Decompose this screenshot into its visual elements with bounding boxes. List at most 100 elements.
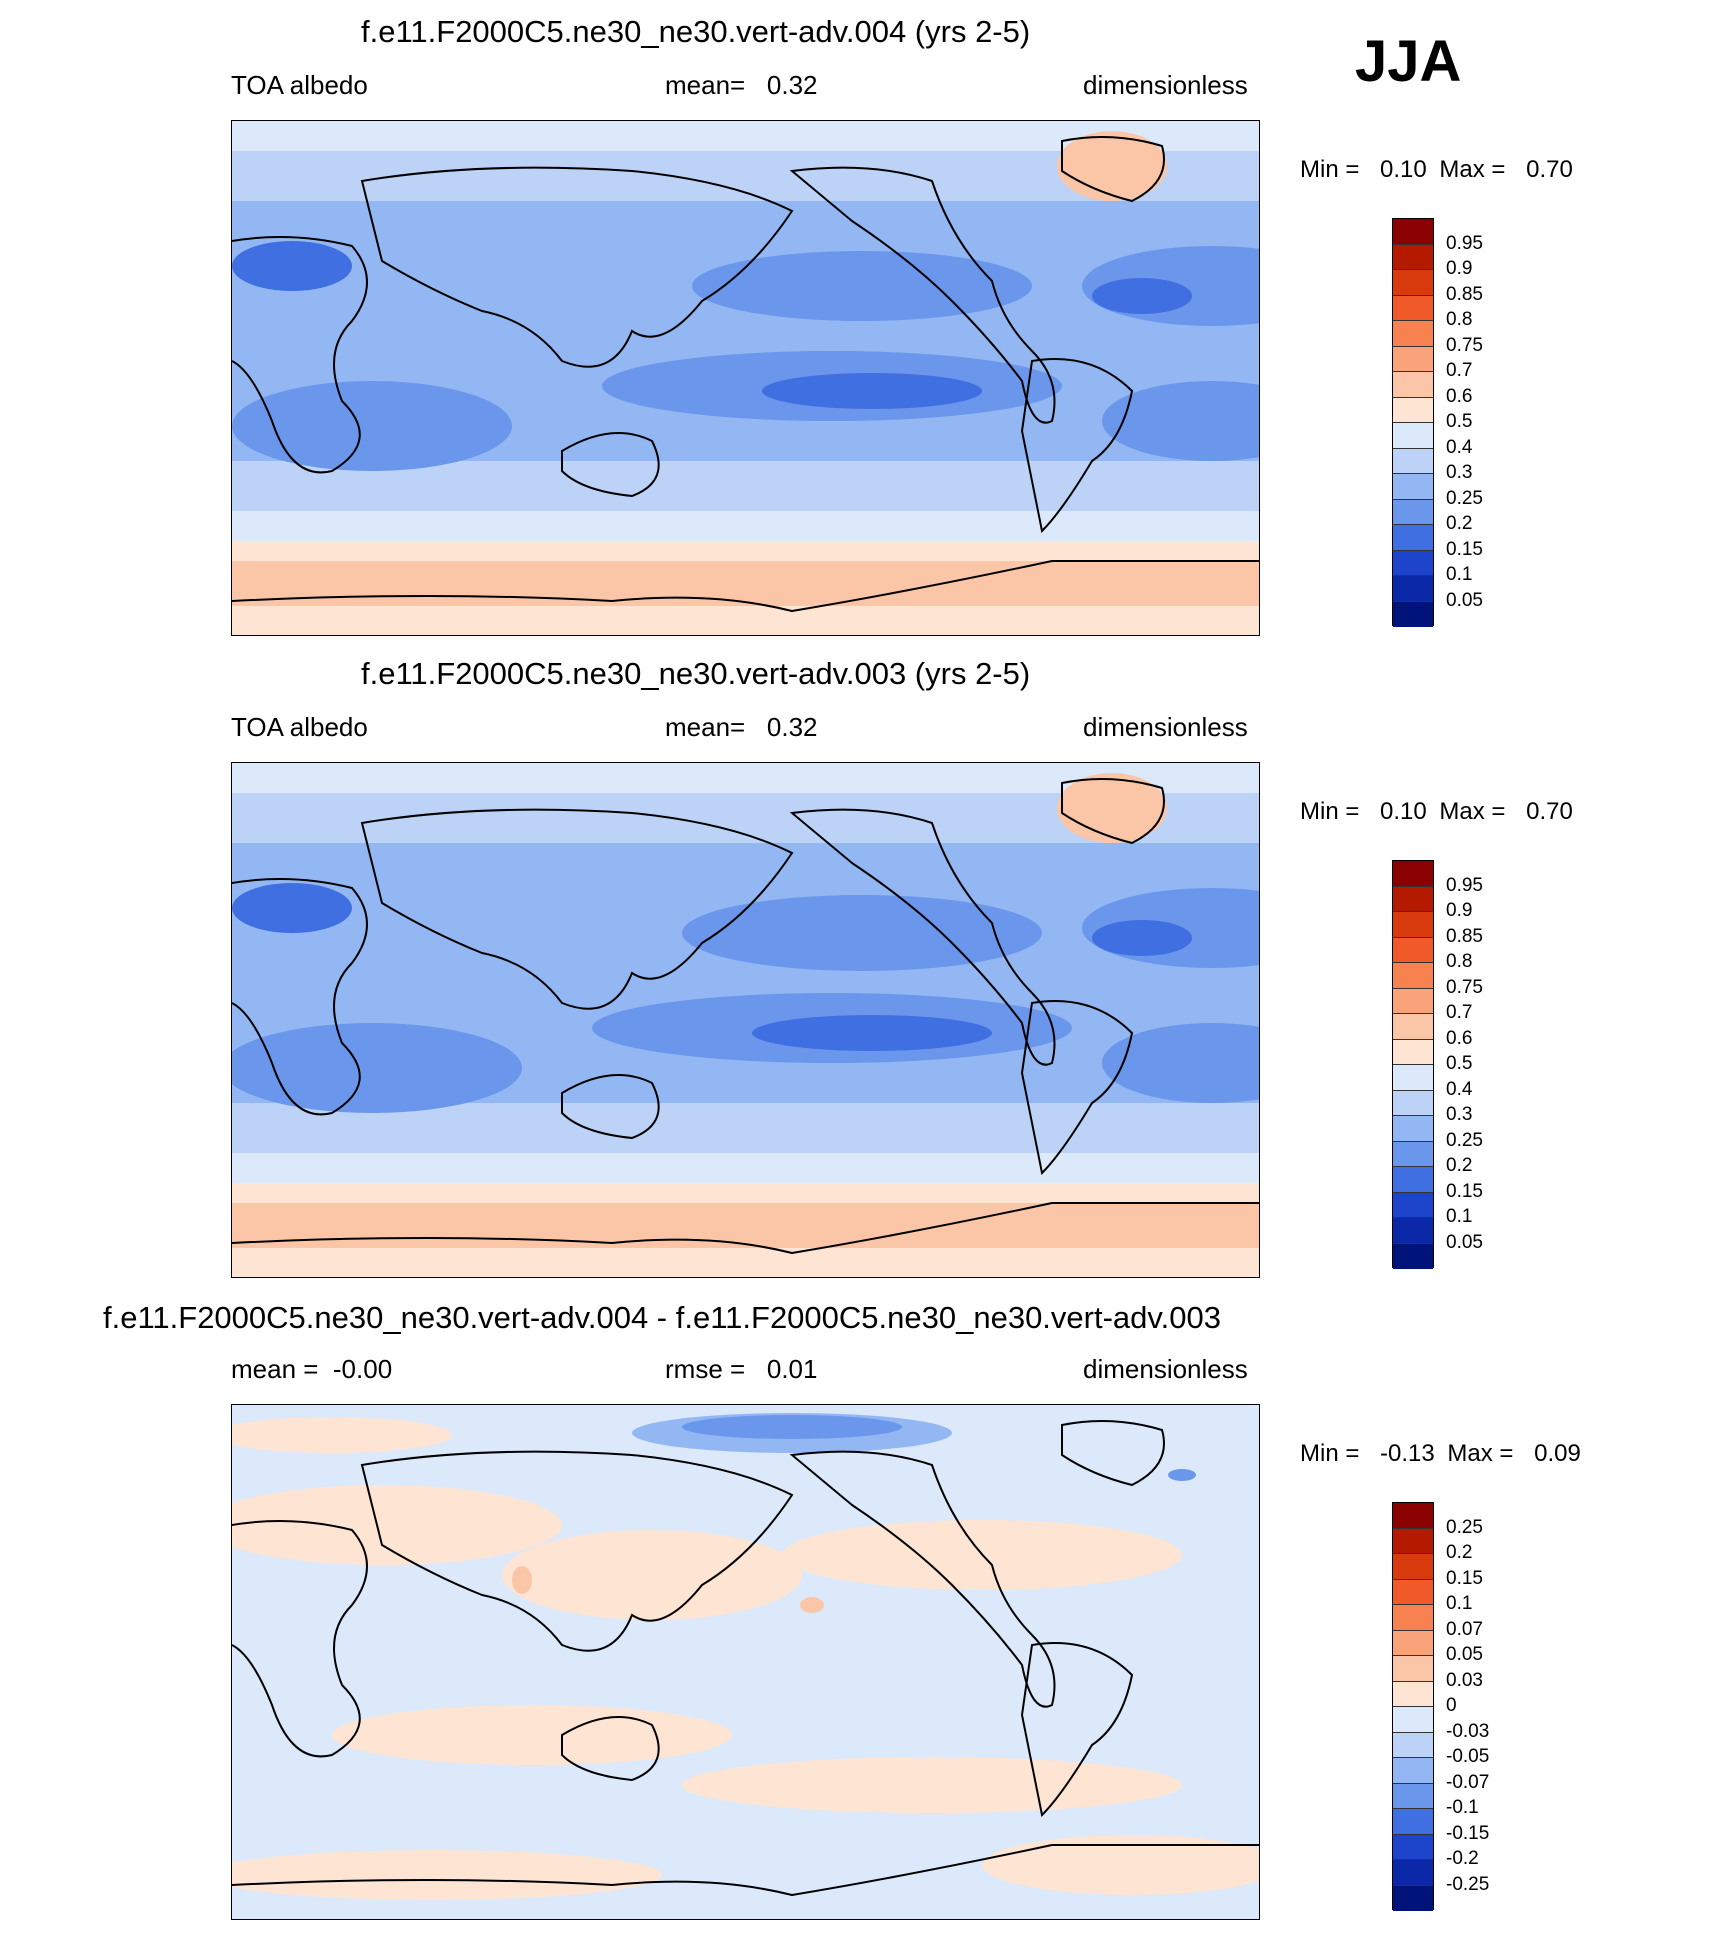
colorbar-segment — [1393, 1503, 1433, 1529]
colorbar-tick-label: -0.07 — [1446, 1771, 1490, 1793]
colorbar-tick-label: 0.5 — [1446, 1053, 1473, 1074]
panel-3-map — [231, 1404, 1260, 1920]
colorbar-segment — [1393, 988, 1433, 1014]
colorbar-tick-label: 0.2 — [1446, 513, 1473, 534]
panel-1-units: dimensionless — [1083, 70, 1248, 100]
panel-2-min-value: 0.10 — [1380, 798, 1427, 825]
panel-1-min-value: 0.10 — [1380, 156, 1427, 183]
colorbar-tick-label: 0.25 — [1446, 1129, 1483, 1151]
colorbar-segment — [1393, 861, 1433, 887]
panel-3-mean: mean = -0.00 — [231, 1354, 393, 1384]
panel-3-max-label: Max = — [1447, 1440, 1514, 1467]
panel-1-map — [231, 120, 1260, 636]
panel-3-title: f.e11.F2000C5.ne30_ne30.vert-adv.004 - f… — [103, 1300, 1221, 1335]
colorbar-segment — [1393, 1732, 1433, 1758]
colorbar-segment — [1393, 1605, 1433, 1631]
colorbar-tick-label: 0.15 — [1446, 1567, 1483, 1589]
colorbar-tick-label: 0.07 — [1446, 1618, 1483, 1640]
panel-3-colorbar — [1392, 1502, 1434, 1911]
colorbar-tick-label: 0.9 — [1446, 258, 1473, 279]
colorbar-segment — [1393, 1243, 1433, 1269]
panel-2-min-label: Min = — [1300, 798, 1360, 825]
panel-2-colorbar — [1392, 860, 1434, 1269]
colorbar-tick-label: -0.1 — [1446, 1797, 1479, 1818]
colorbar-tick-label: 0.05 — [1446, 589, 1483, 611]
colorbar-segment — [1393, 219, 1433, 245]
panel-3-minmax: Min = -0.13 Max = 0.09 — [1300, 1440, 1581, 1468]
colorbar-tick-label: 0.75 — [1446, 976, 1483, 998]
colorbar-tick-label: 0.4 — [1446, 1078, 1473, 1100]
colorbar-segment — [1393, 1039, 1433, 1065]
colorbar-segment — [1393, 1014, 1433, 1040]
colorbar-tick-label: 0.3 — [1446, 462, 1473, 483]
colorbar-tick-label: 0.7 — [1446, 360, 1473, 381]
colorbar-segment — [1393, 912, 1433, 938]
colorbar-segment — [1393, 1630, 1433, 1656]
colorbar-tick-label: 0.95 — [1446, 874, 1483, 896]
panel-1-colorbar — [1392, 218, 1434, 627]
panel-2-units: dimensionless — [1083, 712, 1248, 742]
panel-3-max-value: 0.09 — [1534, 1440, 1581, 1467]
colorbar-segment — [1393, 550, 1433, 576]
colorbar-tick-label: 0.05 — [1446, 1644, 1483, 1665]
colorbar-tick-label: -0.25 — [1446, 1873, 1490, 1895]
panel-1-max-label: Max = — [1439, 156, 1506, 183]
colorbar-tick-label: 0.03 — [1446, 1669, 1483, 1691]
colorbar-tick-label: 0.75 — [1446, 334, 1483, 356]
panel-1-title: f.e11.F2000C5.ne30_ne30.vert-adv.004 (yr… — [361, 14, 1031, 49]
colorbar-segment — [1393, 499, 1433, 525]
colorbar-tick-label: 0.6 — [1446, 385, 1473, 407]
panel-1-minmax: Min = 0.10 Max = 0.70 — [1300, 156, 1573, 184]
panel-1-mean: mean= 0.32 — [665, 70, 818, 100]
panel-3-min-value: -0.13 — [1380, 1440, 1435, 1467]
colorbar-segment — [1393, 270, 1433, 296]
colorbar-segment — [1393, 474, 1433, 500]
panel-3-min-label: Min = — [1300, 1440, 1360, 1467]
colorbar-segment — [1393, 1656, 1433, 1682]
colorbar-segment — [1393, 1167, 1433, 1193]
colorbar-segment — [1393, 937, 1433, 963]
colorbar-segment — [1393, 1090, 1433, 1116]
colorbar-tick-label: 0.7 — [1446, 1002, 1473, 1023]
colorbar-tick-label: -0.15 — [1446, 1822, 1490, 1844]
colorbar-segment — [1393, 1885, 1433, 1911]
colorbar-segment — [1393, 1192, 1433, 1218]
colorbar-segment — [1393, 1758, 1433, 1784]
panel-2-max-label: Max = — [1439, 798, 1506, 825]
season-label: JJA — [1355, 29, 1462, 94]
colorbar-segment — [1393, 346, 1433, 372]
panel-1-variable: TOA albedo — [231, 70, 368, 100]
panel-2-max-value: 0.70 — [1526, 798, 1573, 825]
colorbar-tick-label: 0 — [1446, 1695, 1457, 1716]
colorbar-tick-label: 0.85 — [1446, 925, 1483, 947]
colorbar-segment — [1393, 1116, 1433, 1142]
colorbar-tick-label: 0.3 — [1446, 1104, 1473, 1125]
colorbar-segment — [1393, 423, 1433, 449]
colorbar-tick-label: 0.8 — [1446, 951, 1473, 972]
colorbar-segment — [1393, 576, 1433, 602]
colorbar-tick-label: 0.9 — [1446, 900, 1473, 921]
colorbar-tick-label: 0.1 — [1446, 1593, 1473, 1614]
panel-1-max-value: 0.70 — [1526, 156, 1573, 183]
colorbar-segment — [1393, 448, 1433, 474]
colorbar-tick-label: 0.25 — [1446, 1516, 1483, 1538]
colorbar-segment — [1393, 1218, 1433, 1244]
colorbar-segment — [1393, 397, 1433, 423]
colorbar-segment — [1393, 1860, 1433, 1886]
colorbar-tick-label: 0.4 — [1446, 436, 1473, 458]
colorbar-tick-label: 0.1 — [1446, 564, 1473, 585]
panel-2-title: f.e11.F2000C5.ne30_ne30.vert-adv.003 (yr… — [361, 656, 1031, 691]
colorbar-tick-label: 0.85 — [1446, 283, 1483, 305]
colorbar-tick-label: -0.03 — [1446, 1720, 1490, 1742]
colorbar-tick-label: 0.95 — [1446, 232, 1483, 254]
colorbar-tick-label: 0.5 — [1446, 411, 1473, 432]
panel-1-min-label: Min = — [1300, 156, 1360, 183]
panel-2-minmax: Min = 0.10 Max = 0.70 — [1300, 798, 1573, 826]
panel-2-mean: mean= 0.32 — [665, 712, 818, 742]
colorbar-segment — [1393, 1141, 1433, 1167]
colorbar-segment — [1393, 1579, 1433, 1605]
colorbar-tick-label: 0.15 — [1446, 1180, 1483, 1202]
colorbar-segment — [1393, 1554, 1433, 1580]
colorbar-tick-label: 0.2 — [1446, 1542, 1473, 1563]
colorbar-segment — [1393, 601, 1433, 627]
